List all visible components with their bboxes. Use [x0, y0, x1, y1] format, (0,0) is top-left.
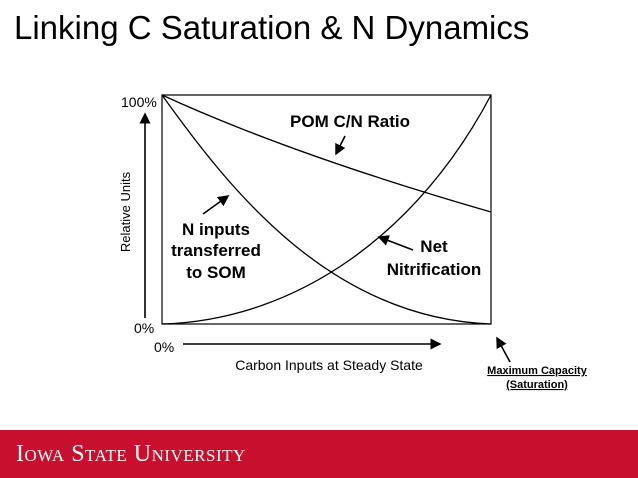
- pom-cn-ratio-curve: [161, 94, 492, 213]
- saturation-label: (Saturation): [506, 379, 568, 391]
- net-nitrification-label-line2: Nitrification: [387, 260, 481, 279]
- n-inputs-label-line2: transferred: [171, 241, 261, 260]
- diagram: 100% 0% 0% Relative Units Carbon Inputs …: [118, 94, 588, 391]
- net-nitrification-label-line1: Net: [420, 237, 448, 256]
- net-nitrification-curve: [161, 94, 492, 325]
- y-tick-100: 100%: [121, 94, 157, 110]
- n-inputs-label-line1: N inputs: [182, 220, 250, 239]
- x-tick-0: 0%: [154, 339, 174, 355]
- pom-label-arrow: [335, 135, 346, 156]
- university-logo: Iowa State University: [16, 441, 246, 467]
- max-capacity-label: Maximum Capacity: [487, 365, 588, 377]
- y-axis-label: Relative Units: [118, 171, 133, 252]
- slide-title: Linking C Saturation & N Dynamics: [14, 9, 530, 46]
- n-inputs-label-arrow: [202, 195, 230, 215]
- y-tick-0: 0%: [134, 320, 154, 336]
- pom-cn-ratio-label: POM C/N Ratio: [290, 112, 410, 131]
- n-inputs-curve: [161, 94, 492, 325]
- footer-bar: Iowa State University: [0, 430, 638, 478]
- max-capacity-arrow: [496, 336, 511, 363]
- plot-frame: [161, 94, 492, 325]
- x-axis-label: Carbon Inputs at Steady State: [235, 357, 423, 373]
- n-inputs-label-line3: to SOM: [186, 263, 246, 282]
- net-nitrification-label-arrow: [377, 235, 414, 251]
